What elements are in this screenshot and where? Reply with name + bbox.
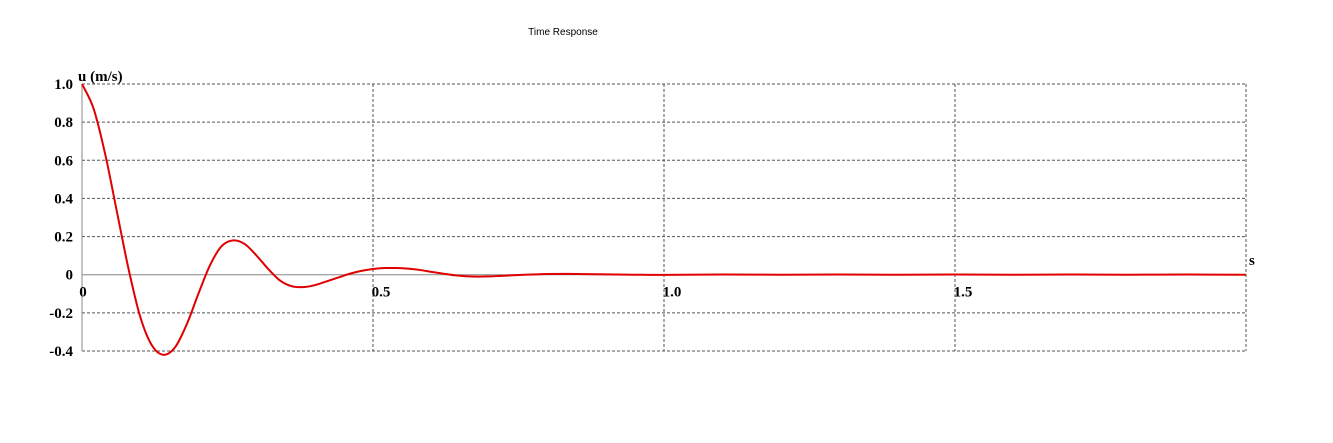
y-tick-label: -0.2	[49, 306, 73, 322]
series-group	[81, 83, 1247, 356]
x-tick-label: 0	[79, 285, 87, 301]
response-series-line	[81, 83, 1247, 356]
y-tick-label: 0.4	[54, 191, 73, 207]
y-tick-label: 0	[66, 268, 74, 284]
y-tick-label: 1.0	[54, 77, 73, 93]
y-tick-label: 0.8	[54, 115, 73, 131]
y-tick-label: -0.4	[49, 344, 73, 360]
y-axis-label: u (m/s)	[78, 69, 123, 85]
x-tick-label: 0.5	[372, 285, 391, 301]
y-tick-label: 0.6	[54, 153, 73, 169]
grid	[82, 83, 1247, 352]
x-tick-labels: 0 0.5 1.0 1.5	[79, 285, 972, 301]
chart-title: Time Response	[528, 27, 598, 38]
x-tick-label: 1.0	[663, 285, 682, 301]
x-axis-label: s	[1249, 253, 1255, 269]
y-tick-labels: 1.0 0.8 0.6 0.4 0.2 0 -0.2 -0.4	[49, 77, 73, 360]
y-tick-label: 0.2	[54, 230, 73, 246]
x-tick-label: 1.5	[954, 285, 973, 301]
